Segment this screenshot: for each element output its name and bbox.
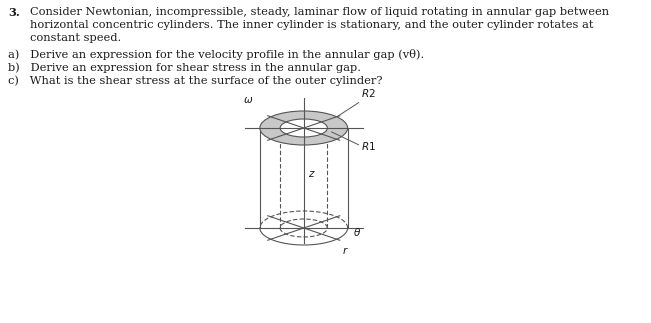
Text: horizontal concentric cylinders. The inner cylinder is stationary, and the outer: horizontal concentric cylinders. The inn… xyxy=(29,20,593,30)
Text: $R2$: $R2$ xyxy=(361,87,376,99)
Text: a)   Derive an expression for the velocity profile in the annular gap (vθ).: a) Derive an expression for the velocity… xyxy=(8,49,424,60)
Text: c)   What is the shear stress at the surface of the outer cylinder?: c) What is the shear stress at the surfa… xyxy=(8,75,383,86)
Ellipse shape xyxy=(260,111,348,145)
Text: $\theta$: $\theta$ xyxy=(353,226,361,238)
Text: $R1$: $R1$ xyxy=(361,140,376,152)
Text: Consider Newtonian, incompressible, steady, laminar flow of liquid rotating in a: Consider Newtonian, incompressible, stea… xyxy=(29,7,609,17)
Text: b)   Derive an expression for shear stress in the annular gap.: b) Derive an expression for shear stress… xyxy=(8,62,361,73)
Ellipse shape xyxy=(280,119,327,137)
Text: constant speed.: constant speed. xyxy=(29,33,121,43)
Text: 3.: 3. xyxy=(8,7,20,18)
Text: $z$: $z$ xyxy=(308,169,316,179)
Text: $\omega$: $\omega$ xyxy=(243,95,253,105)
Text: $r$: $r$ xyxy=(342,245,349,256)
